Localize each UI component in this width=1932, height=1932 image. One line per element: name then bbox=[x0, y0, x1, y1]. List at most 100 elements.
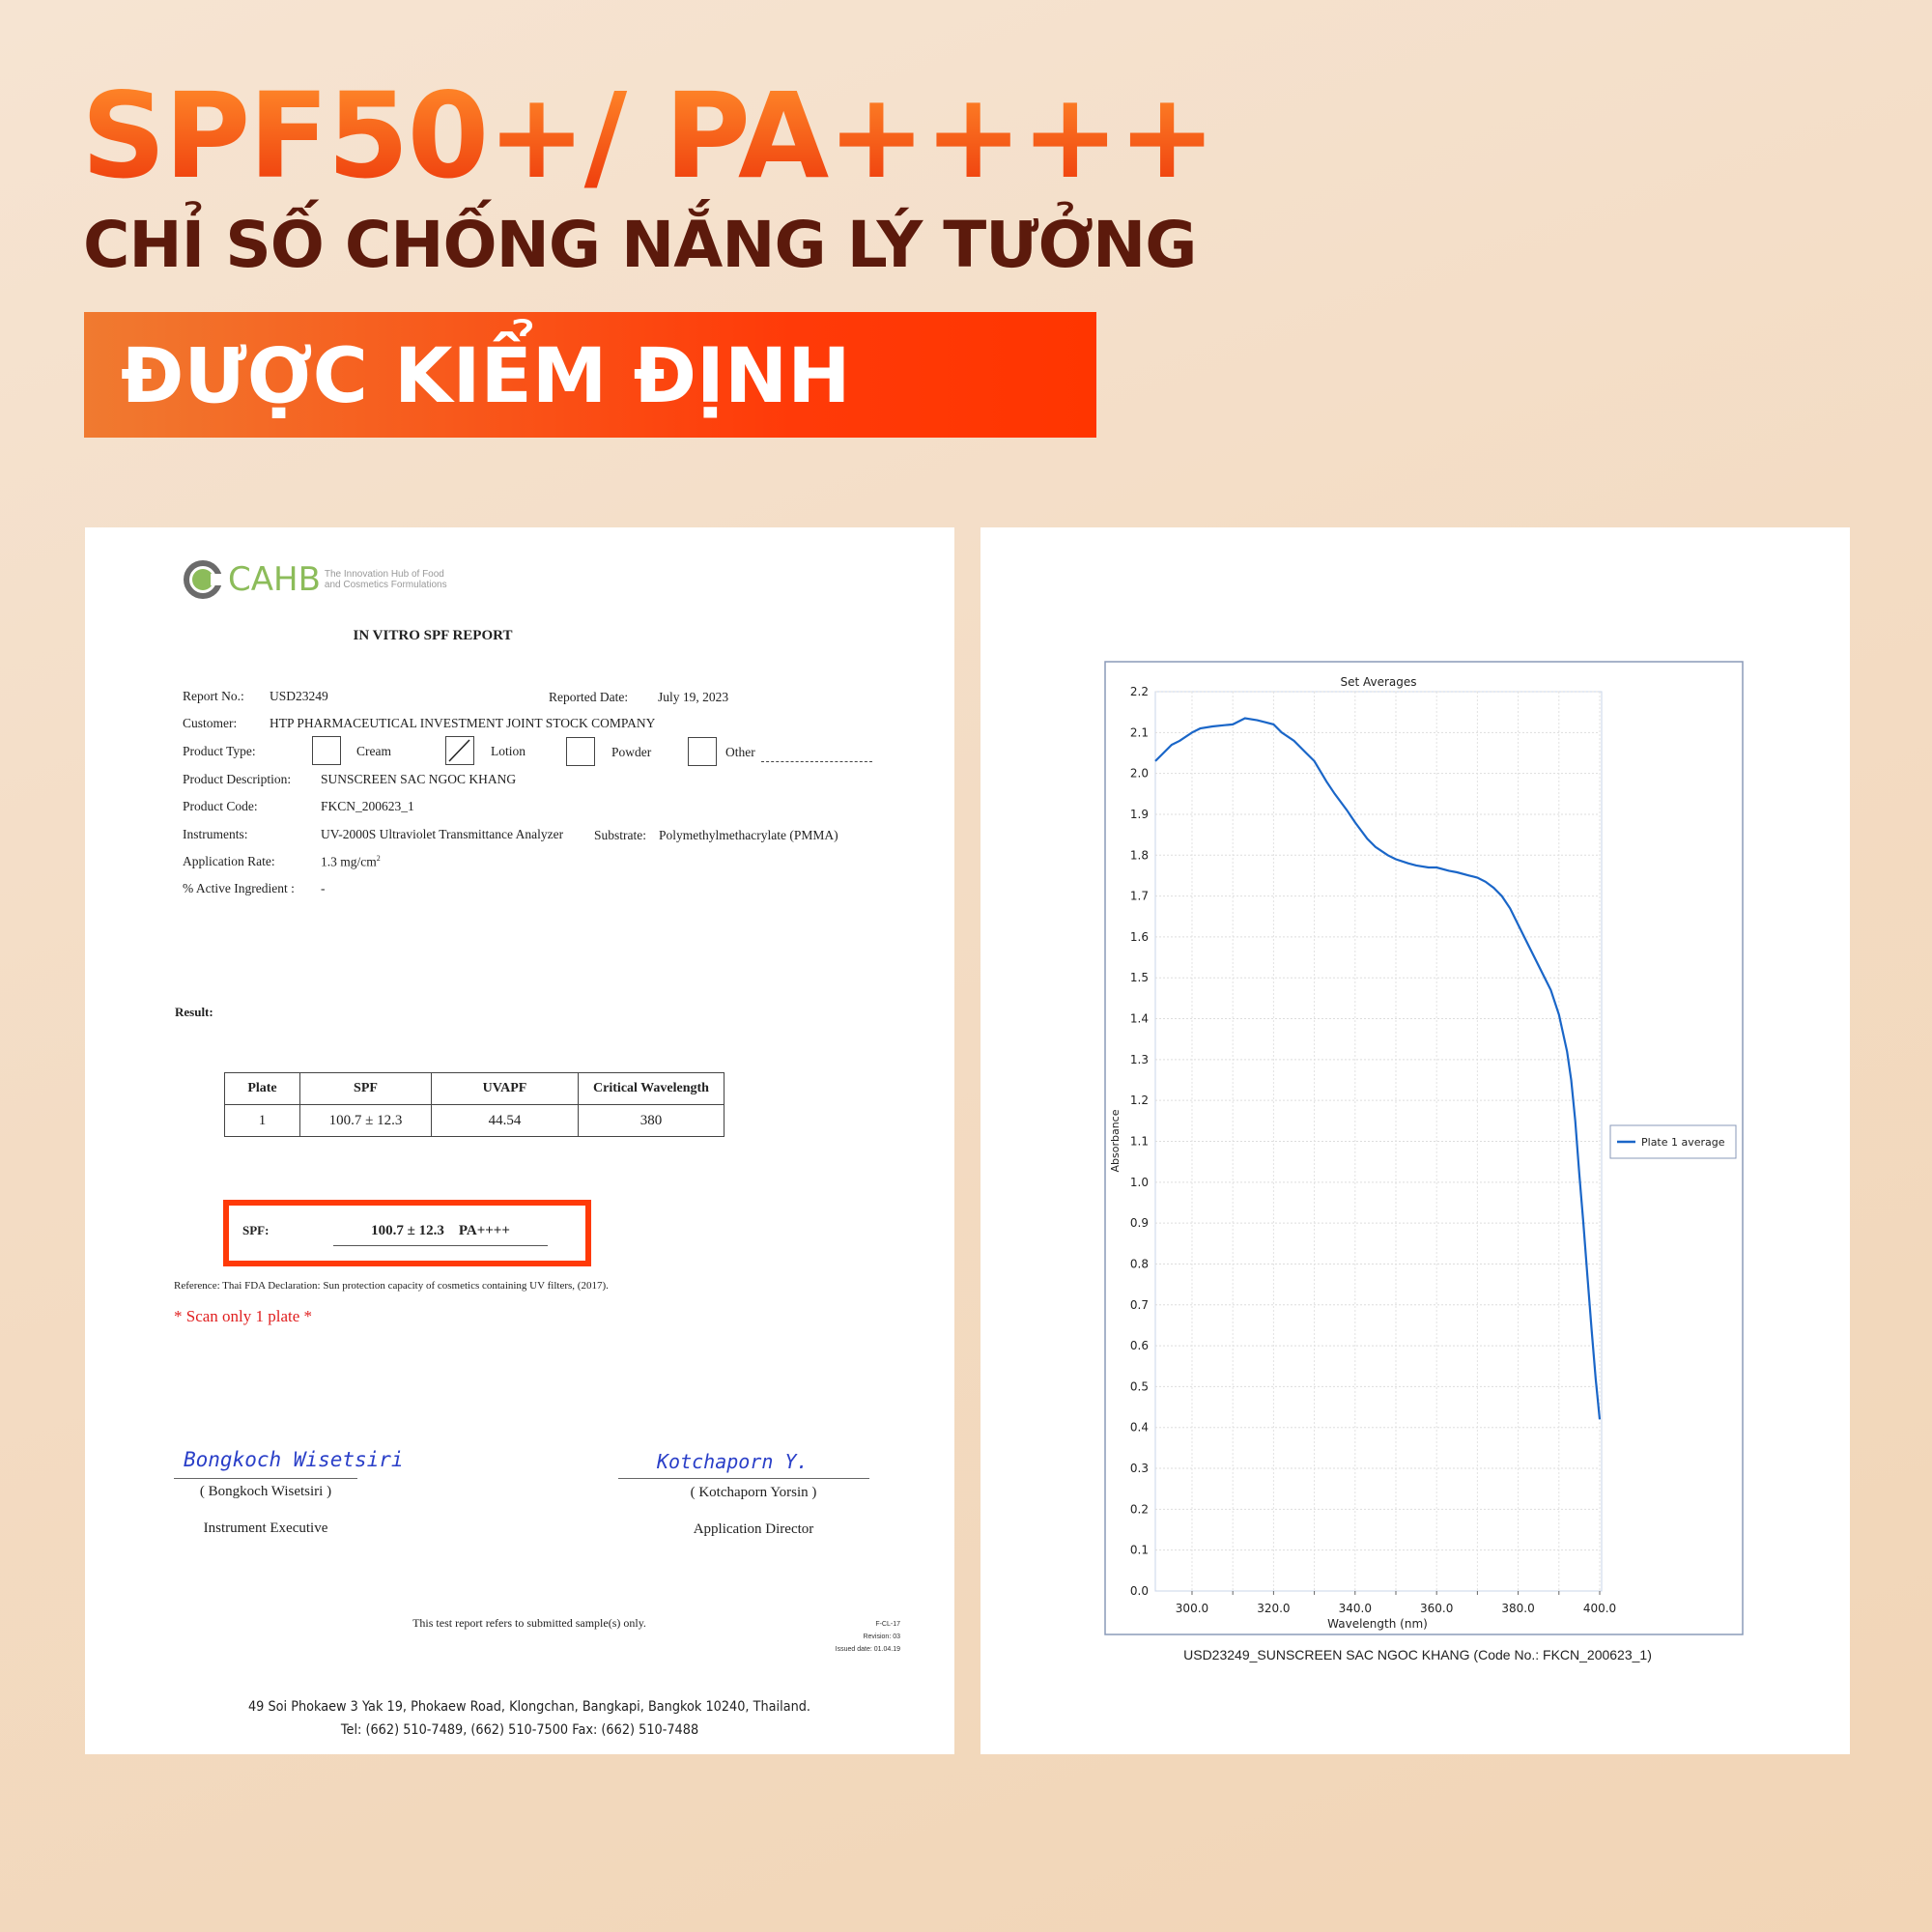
rate-value: 1.3 mg/cm bbox=[321, 854, 377, 869]
signature-left: Bongkoch Wisetsiri bbox=[184, 1448, 404, 1471]
report-title: IN VITRO SPF REPORT bbox=[353, 628, 513, 643]
report-no-label: Report No.: bbox=[183, 689, 244, 703]
cell-plate: 1 bbox=[224, 1104, 300, 1137]
y-tick-label: 0.7 bbox=[1130, 1298, 1149, 1312]
y-tick-label: 2.0 bbox=[1130, 767, 1149, 781]
logo-tagline: and Cosmetics Formulations bbox=[324, 580, 447, 590]
instruments: UV-2000S Ultraviolet Transmittance Analy… bbox=[321, 827, 564, 841]
y-tick-label: 0.2 bbox=[1130, 1502, 1149, 1516]
y-tick-label: 1.5 bbox=[1130, 971, 1149, 984]
customer: HTP PHARMACEUTICAL INVESTMENT JOINT STOC… bbox=[270, 716, 656, 730]
phone: Tel: (662) 510-7489, (662) 510-7500 Fax:… bbox=[340, 1722, 699, 1738]
header-uvapf: UVAPF bbox=[431, 1072, 579, 1105]
instruments-label: Instruments: bbox=[183, 827, 248, 841]
logo-name: CAHB bbox=[228, 560, 321, 599]
checkbox-powder bbox=[566, 737, 595, 766]
reference: Reference: Thai FDA Declaration: Sun pro… bbox=[174, 1280, 609, 1292]
y-tick-label: 0.3 bbox=[1130, 1462, 1149, 1475]
table-row: 1 100.7 ± 12.3 44.54 380 bbox=[224, 1104, 724, 1137]
y-tick-label: 0.8 bbox=[1130, 1257, 1149, 1270]
type-lotion: Lotion bbox=[491, 744, 526, 758]
y-tick-label: 0.6 bbox=[1130, 1339, 1149, 1352]
table-header-row: Plate SPF UVAPF Critical Wavelength bbox=[224, 1072, 724, 1105]
x-tick-label: 400.0 bbox=[1583, 1602, 1616, 1615]
active-label: % Active Ingredient : bbox=[183, 881, 295, 895]
disclaimer: This test report refers to submitted sam… bbox=[412, 1616, 646, 1630]
spf-report-page: CAHB The Innovation Hub of Food and Cosm… bbox=[85, 527, 954, 1754]
report-no: USD23249 bbox=[270, 689, 328, 703]
y-tick-label: 1.8 bbox=[1130, 848, 1149, 862]
description: SUNSCREEN SAC NGOC KHANG bbox=[321, 772, 517, 786]
address: 49 Soi Phokaew 3 Yak 19, Phokaew Road, K… bbox=[247, 1699, 811, 1715]
header-critical-wavelength: Critical Wavelength bbox=[578, 1072, 724, 1105]
signer-name-right: ( Kotchaporn Yorsin ) bbox=[690, 1485, 817, 1500]
cell-spf: 100.7 ± 12.3 bbox=[299, 1104, 432, 1137]
logo-tagline: The Innovation Hub of Food bbox=[324, 569, 444, 580]
signature-line-left: Bongkoch Wisetsiri bbox=[174, 1448, 404, 1479]
spf-label: SPF: bbox=[242, 1223, 270, 1237]
y-tick-label: 1.7 bbox=[1130, 890, 1149, 903]
pa-value: PA++++ bbox=[458, 1223, 510, 1238]
spf-result: 100.7 ± 12.3 PA++++ bbox=[333, 1223, 548, 1246]
verified-banner: ĐƯỢC KIỂM ĐỊNH bbox=[84, 312, 1096, 438]
cahb-logo: CAHB The Innovation Hub of Food and Cosm… bbox=[184, 558, 447, 601]
x-tick-label: 380.0 bbox=[1501, 1602, 1534, 1615]
date-label: Reported Date: bbox=[549, 690, 629, 704]
description-label: Product Description: bbox=[183, 772, 292, 786]
y-tick-label: 1.1 bbox=[1130, 1135, 1149, 1149]
banner-text: ĐƯỢC KIỂM ĐỊNH bbox=[121, 333, 851, 420]
y-tick-label: 0.5 bbox=[1130, 1379, 1149, 1393]
x-tick-label: 320.0 bbox=[1257, 1602, 1290, 1615]
spf-highlight-box: SPF: 100.7 ± 12.3 PA++++ bbox=[223, 1200, 591, 1266]
signature-line-right: Kotchaporn Y. bbox=[618, 1450, 869, 1479]
y-axis-label: Absorbance bbox=[1109, 1109, 1122, 1172]
application-rate: 1.3 mg/cm2 bbox=[321, 854, 381, 870]
result-label: Result: bbox=[175, 1005, 213, 1019]
y-tick-label: 0.9 bbox=[1130, 1216, 1149, 1230]
y-tick-label: 1.2 bbox=[1130, 1094, 1149, 1107]
y-tick-label: 1.0 bbox=[1130, 1176, 1149, 1189]
absorbance-chart-page: Set Averages 0.0 0.1 0.2 0.3 0.4 0.5 0.6 0.7 0.8 0… bbox=[980, 527, 1850, 1754]
active-ingredient: - bbox=[321, 881, 326, 895]
signer-name-left: ( Bongkoch Wisetsiri ) bbox=[199, 1484, 332, 1499]
substrate: Polymethylmethacrylate (PMMA) bbox=[659, 828, 838, 842]
cell-uvapf: 44.54 bbox=[431, 1104, 579, 1137]
header-spf: SPF bbox=[299, 1072, 432, 1105]
y-tick-label: 1.3 bbox=[1130, 1053, 1149, 1066]
type-cream: Cream bbox=[356, 744, 391, 758]
results-table: Plate SPF UVAPF Critical Wavelength 1 10… bbox=[224, 1072, 724, 1137]
x-tick-label: 340.0 bbox=[1339, 1602, 1372, 1615]
spf-value: 100.7 ± 12.3 bbox=[371, 1223, 444, 1238]
y-tick-label: 2.1 bbox=[1130, 725, 1149, 739]
y-tick-label: 1.4 bbox=[1130, 1012, 1149, 1026]
x-tick-label: 360.0 bbox=[1420, 1602, 1453, 1615]
revision: Revision: 03 bbox=[863, 1634, 900, 1640]
chart-caption: USD23249_SUNSCREEN SAC NGOC KHANG (Code … bbox=[1183, 1647, 1652, 1662]
form-info: F-CL-17 Revision: 03 Issued date: 01.04.… bbox=[836, 1618, 900, 1656]
product-type-label: Product Type: bbox=[183, 744, 256, 758]
y-tick-label: 1.6 bbox=[1130, 930, 1149, 944]
signature-right: Kotchaporn Y. bbox=[657, 1450, 809, 1473]
product-code: FKCN_200623_1 bbox=[321, 799, 414, 813]
code-label: Product Code: bbox=[183, 799, 258, 813]
scan-note: * Scan only 1 plate * bbox=[174, 1307, 313, 1325]
issued-date: Issued date: 01.04.19 bbox=[835, 1646, 900, 1653]
check-slash-icon bbox=[448, 739, 470, 762]
type-other: Other bbox=[725, 745, 755, 759]
series-line-plate-1 bbox=[1154, 717, 1602, 1420]
x-tick-label: 300.0 bbox=[1176, 1602, 1208, 1615]
cell-critical-wavelength: 380 bbox=[578, 1104, 724, 1137]
y-tick-label: 0.1 bbox=[1130, 1544, 1149, 1557]
substrate-label: Substrate: bbox=[594, 828, 646, 842]
y-tick-label: 0.0 bbox=[1130, 1584, 1149, 1598]
checkbox-lotion-checked bbox=[445, 736, 474, 765]
report-date: July 19, 2023 bbox=[658, 690, 729, 704]
legend-label: Plate 1 average bbox=[1641, 1136, 1725, 1149]
form-code: F-CL-17 bbox=[875, 1621, 900, 1628]
y-tick-label: 1.9 bbox=[1130, 808, 1149, 821]
rate-superscript: 2 bbox=[376, 854, 381, 863]
chart-frame bbox=[1104, 661, 1744, 1635]
customer-label: Customer: bbox=[183, 716, 238, 730]
signer-title-left: Instrument Executive bbox=[203, 1520, 328, 1536]
headline: SPF50+/ PA++++ bbox=[81, 68, 1216, 205]
